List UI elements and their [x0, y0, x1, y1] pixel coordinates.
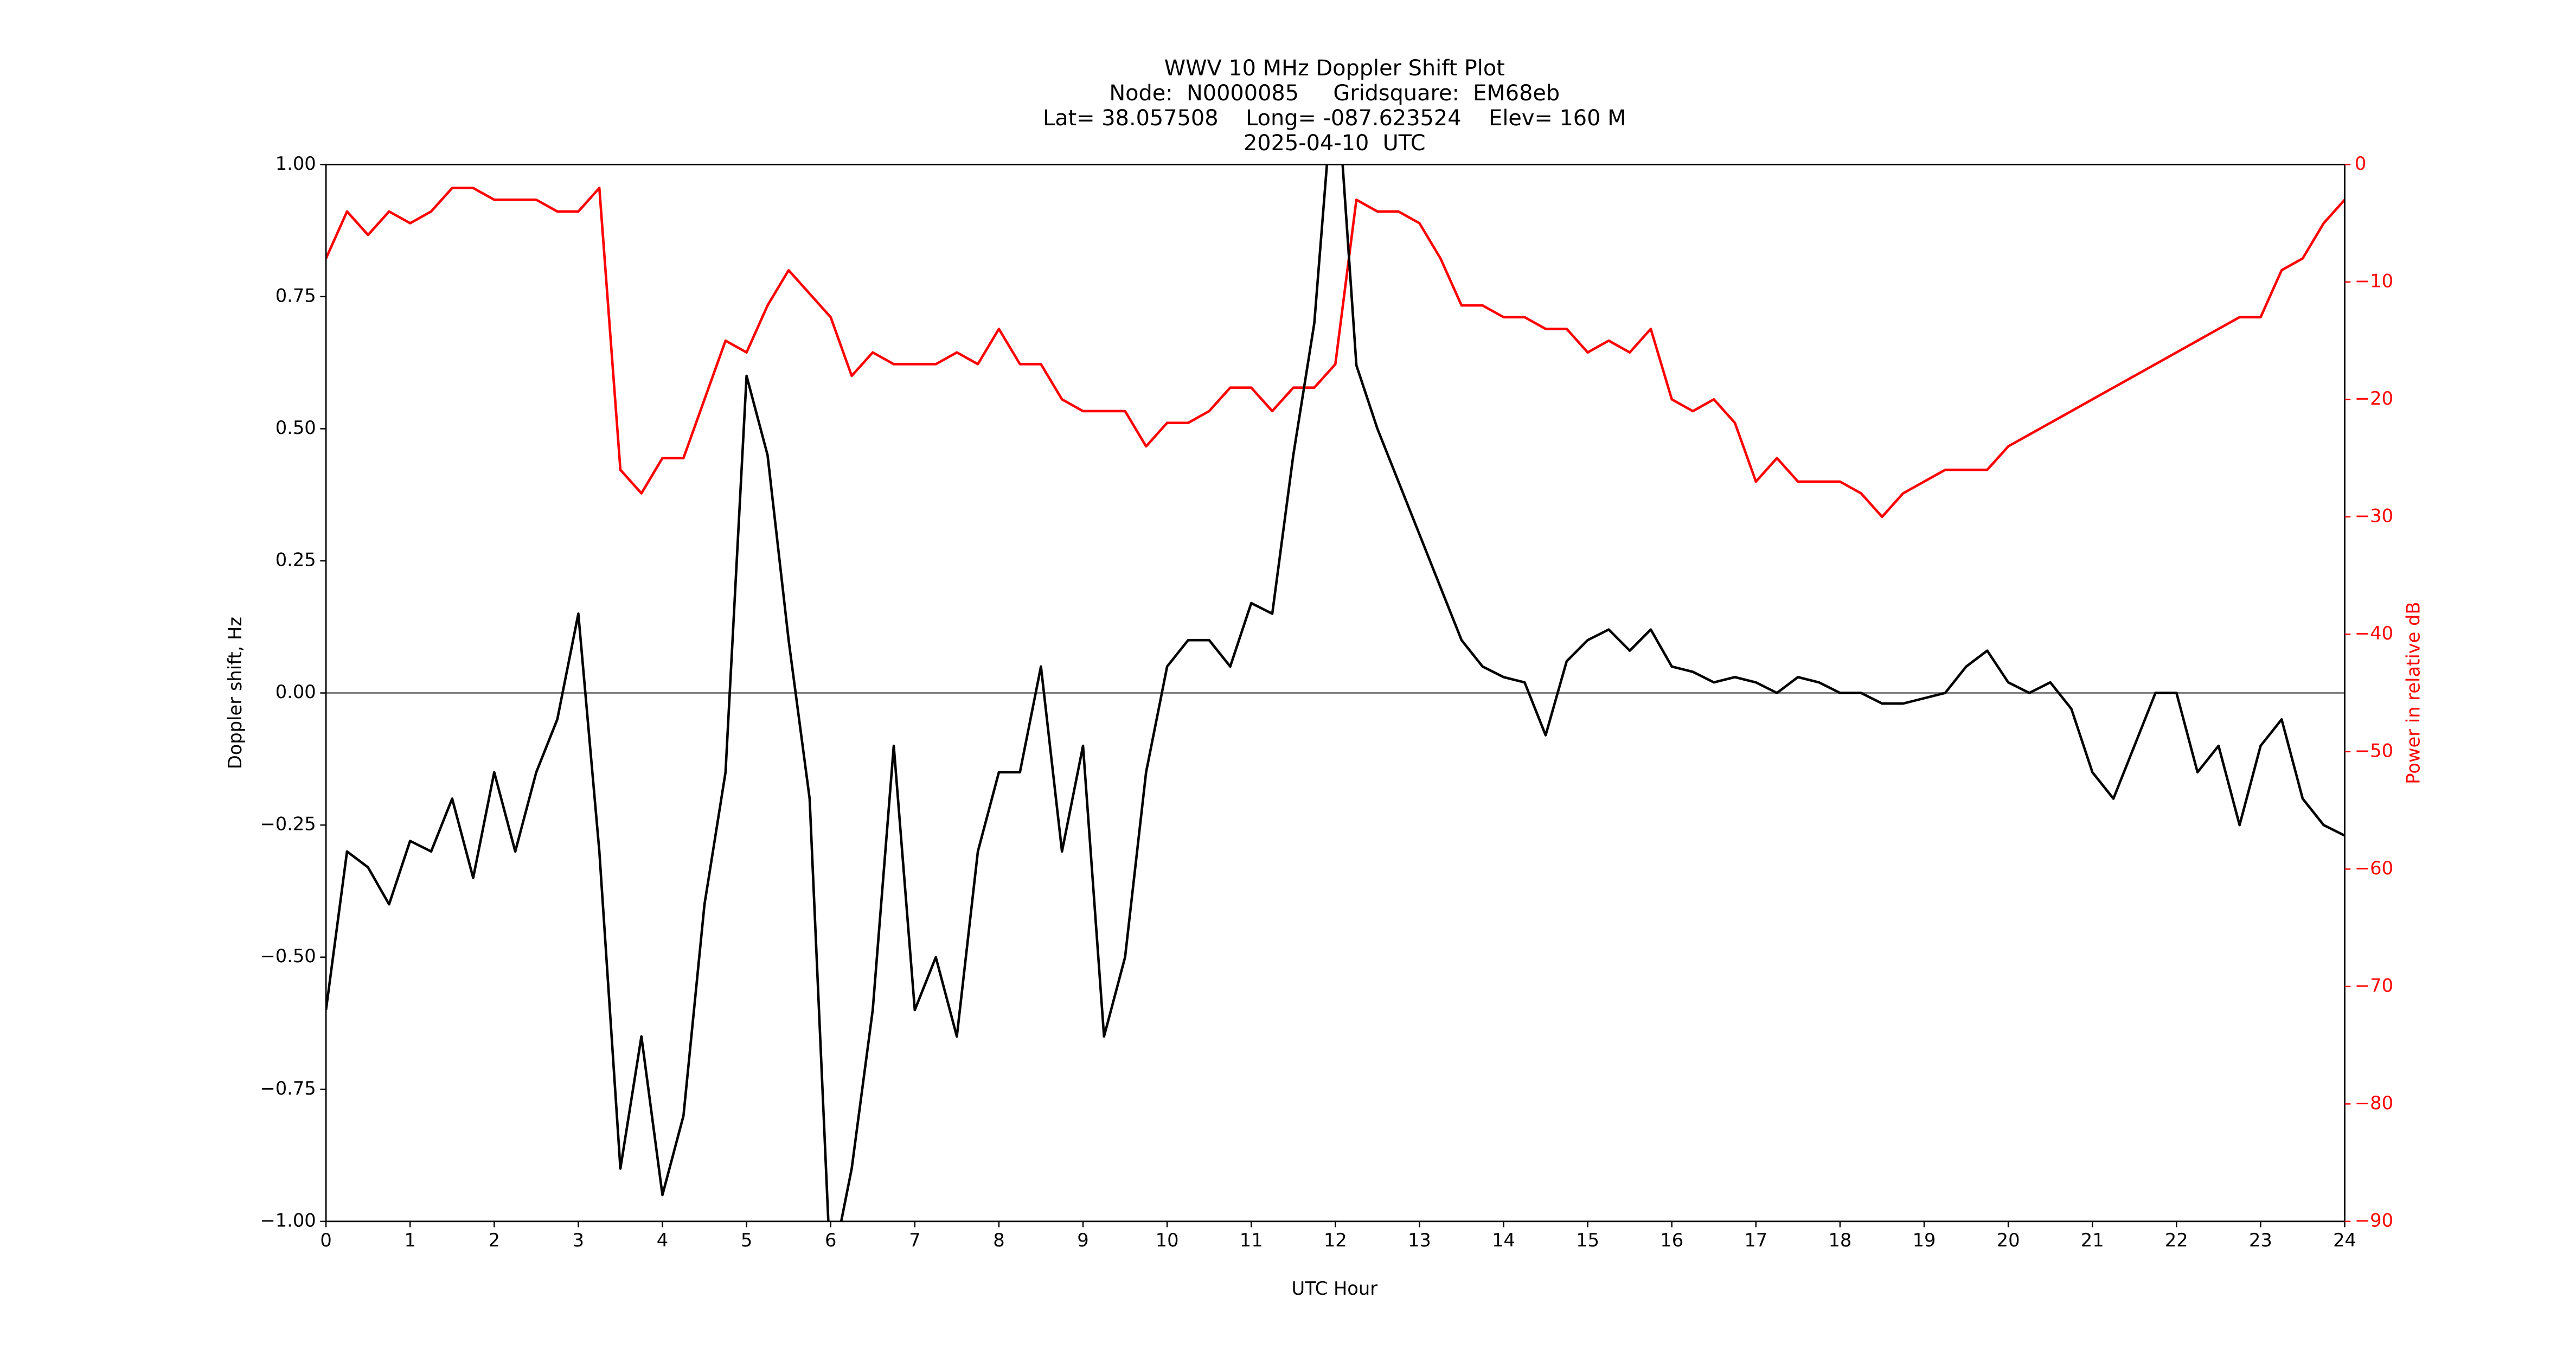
plot-area	[326, 164, 2345, 1221]
y2-tick-label: −30	[2355, 505, 2393, 526]
x-tick-label: 5	[741, 1230, 752, 1251]
x-tick-label: 3	[573, 1230, 584, 1251]
y2-tick-label: −10	[2355, 270, 2393, 291]
x-tick-label: 18	[1828, 1230, 1851, 1251]
chart-title: WWV 10 MHz Doppler Shift Plot	[1164, 56, 1505, 81]
y-tick-label: 0.75	[275, 285, 316, 306]
chart-title: 2025-04-10 UTC	[1244, 131, 1426, 156]
y2-tick-label: 0	[2355, 153, 2366, 174]
x-tick-label: 17	[1744, 1230, 1767, 1251]
x-tick-label: 2	[489, 1230, 500, 1251]
y-axis-label: Doppler shift, Hz	[225, 617, 246, 769]
chart-title: Lat= 38.057508 Long= -087.623524 Elev= 1…	[1043, 106, 1626, 131]
y-tick-label: −0.50	[260, 945, 316, 967]
axes-frame	[325, 163, 2346, 1223]
x-tick-label: 23	[2249, 1230, 2272, 1251]
x-tick-label: 6	[825, 1230, 836, 1251]
x-tick-label: 24	[2333, 1230, 2356, 1251]
x-tick-label: 1	[404, 1230, 415, 1251]
x-tick-label: 4	[657, 1230, 668, 1251]
x-tick-label: 0	[320, 1230, 331, 1251]
y2-tick-label: −40	[2355, 623, 2393, 644]
x-tick-label: 8	[993, 1230, 1004, 1251]
y-tick-label: 0.25	[275, 549, 316, 571]
x-tick-label: 7	[909, 1230, 920, 1251]
x-tick-label: 12	[1324, 1230, 1347, 1251]
x-tick-label: 16	[1660, 1230, 1683, 1251]
x-tick-label: 22	[2165, 1230, 2188, 1251]
x-tick-label: 9	[1077, 1230, 1088, 1251]
x-tick-label: 10	[1156, 1230, 1179, 1251]
y-tick-label: −0.75	[260, 1078, 316, 1099]
y2-tick-label: −90	[2355, 1210, 2393, 1231]
series-line	[326, 187, 2345, 519]
y-tick-label: −1.00	[260, 1210, 316, 1231]
x-tick-label: 19	[1913, 1230, 1936, 1251]
x-tick-label: 13	[1408, 1230, 1431, 1251]
y2-tick-label: −50	[2355, 740, 2393, 761]
y2-tick-label: −80	[2355, 1092, 2393, 1114]
y2-axis-label: Power in relative dB	[2403, 602, 2424, 784]
x-tick-label: 15	[1576, 1230, 1599, 1251]
y2-tick-label: −20	[2355, 388, 2393, 409]
x-tick-label: 21	[2081, 1230, 2104, 1251]
y2-tick-label: −70	[2355, 975, 2393, 996]
x-tick-label: 11	[1240, 1230, 1263, 1251]
x-tick-label: 20	[1997, 1230, 2020, 1251]
y2-tick-label: −60	[2355, 858, 2393, 879]
y-tick-label: −0.25	[260, 814, 316, 835]
y-tick-label: 0.50	[275, 417, 316, 438]
chart-title: Node: N0000085 Gridsquare: EM68eb	[1109, 81, 1560, 106]
y-tick-label: 0.00	[275, 681, 316, 702]
series-line	[326, 164, 2345, 1221]
y-tick-label: 1.00	[275, 153, 316, 174]
x-axis-label: UTC Hour	[1291, 1278, 1377, 1299]
x-tick-label: 14	[1492, 1230, 1515, 1251]
